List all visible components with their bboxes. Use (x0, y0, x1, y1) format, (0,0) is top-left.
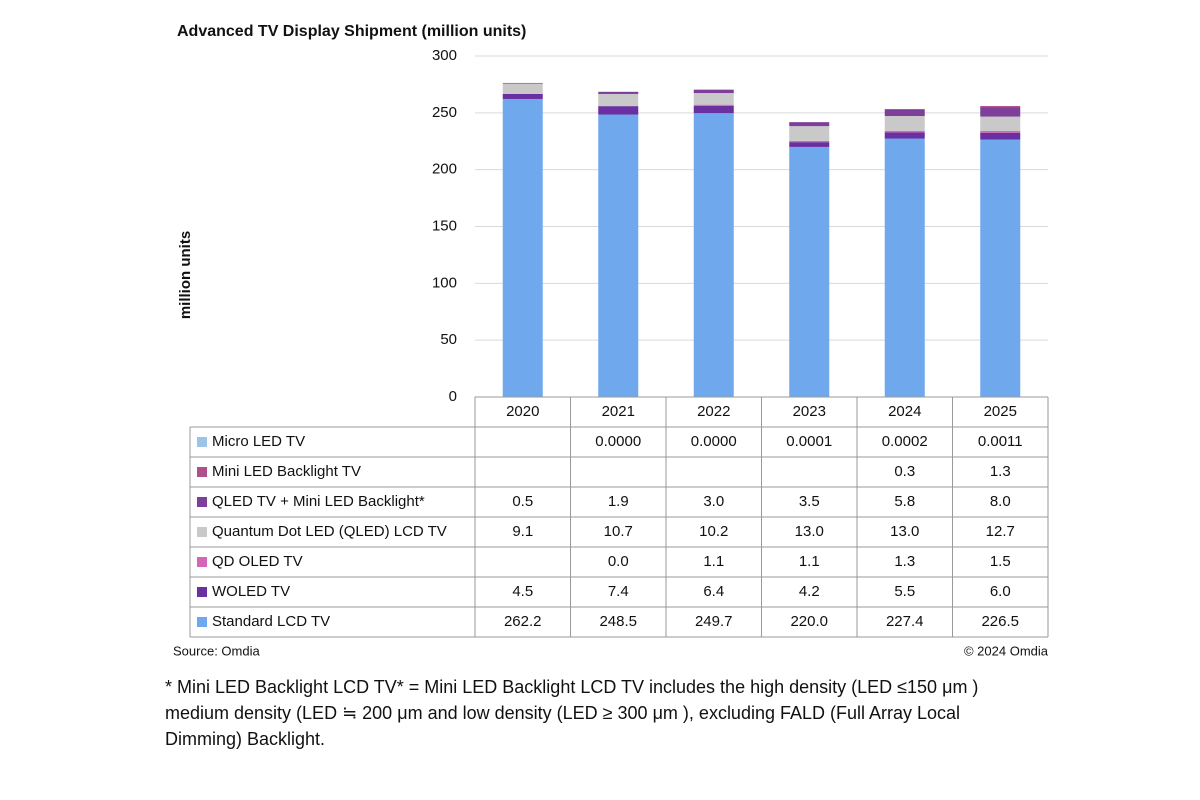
table-cell: 10.2 (699, 523, 728, 540)
legend-swatch (197, 617, 207, 627)
bar-segment (502, 83, 543, 94)
table-cell: 4.5 (512, 583, 533, 600)
bar-segment (884, 132, 925, 139)
legend-label: Micro LED TV (212, 433, 305, 450)
y-tick-label: 300 (432, 47, 457, 64)
table-cell: 0.5 (512, 493, 533, 510)
y-tick-label: 50 (440, 331, 457, 348)
source: Source: Omdia (173, 643, 260, 658)
table-cell: 8.0 (990, 493, 1011, 510)
bar-segment (693, 93, 734, 105)
table-cell: 1.5 (990, 553, 1011, 570)
bar-segment (598, 106, 639, 115)
bar-segment (789, 142, 830, 147)
table-cell: 262.2 (504, 613, 542, 630)
legend-swatch (197, 437, 207, 447)
bar-segment (884, 130, 925, 133)
x-tick-label: 2023 (793, 403, 826, 420)
table-cell: 3.5 (799, 493, 820, 510)
bar-segment (502, 82, 543, 84)
bar-segment (980, 106, 1021, 108)
y-tick-label: 100 (432, 274, 457, 291)
bar-segment (598, 114, 639, 397)
table-cell: 10.7 (604, 523, 633, 540)
table-cell: 0.0001 (786, 433, 832, 450)
table-cell: 0.0 (608, 553, 629, 570)
chart-title: Advanced TV Display Shipment (million un… (177, 23, 526, 40)
y-tick-label: 250 (432, 104, 457, 121)
bar-segment (598, 91, 639, 94)
table-cell: 0.0000 (595, 433, 641, 450)
copyright: © 2024 Omdia (964, 643, 1049, 658)
legend-label: QLED TV + Mini LED Backlight* (212, 493, 425, 510)
legend-swatch (197, 557, 207, 567)
legend-swatch (197, 497, 207, 507)
table-cell: 226.5 (981, 613, 1019, 630)
footnote: * Mini LED Backlight LCD TV* = Mini LED … (165, 677, 979, 749)
table-cell: 5.8 (894, 493, 915, 510)
bar-segment (789, 146, 830, 397)
legend-swatch (197, 587, 207, 597)
bar-segment (693, 104, 734, 106)
bar-segment (980, 132, 1021, 140)
bar-segment (980, 139, 1021, 398)
table-cell: 1.1 (703, 553, 724, 570)
table-cell: 6.0 (990, 583, 1011, 600)
table-cell: 1.3 (894, 553, 915, 570)
y-axis-label: million units (177, 231, 194, 319)
bar-segment (980, 116, 1021, 132)
table-cell: 1.3 (990, 463, 1011, 480)
table-cell: 12.7 (986, 523, 1015, 540)
legend-label: WOLED TV (212, 583, 290, 600)
table-cell: 6.4 (703, 583, 724, 600)
table-cell: 0.0000 (691, 433, 737, 450)
y-tick-label: 0 (449, 388, 457, 405)
bar-segment (789, 140, 830, 143)
bar-segment (884, 109, 925, 117)
table-cell: 5.5 (894, 583, 915, 600)
legend-swatch (197, 467, 207, 477)
table-cell: 13.0 (795, 523, 824, 540)
x-tick-label: 2020 (506, 403, 539, 420)
y-tick-label: 150 (432, 217, 457, 234)
table-cell: 220.0 (790, 613, 828, 630)
table-cell: 7.4 (608, 583, 629, 600)
bar-segment (693, 89, 734, 94)
table-cell: 4.2 (799, 583, 820, 600)
bar-segment (502, 93, 543, 99)
legend-swatch (197, 527, 207, 537)
y-tick-label: 200 (432, 161, 457, 178)
table-cell: 9.1 (512, 523, 533, 540)
table-cell: 227.4 (886, 613, 924, 630)
table-cell: 1.1 (799, 553, 820, 570)
bar-segment (789, 126, 830, 141)
bar-segment (693, 113, 734, 398)
legend-label: Standard LCD TV (212, 613, 330, 630)
table-cell: 0.3 (894, 463, 915, 480)
x-tick-label: 2021 (602, 403, 635, 420)
bar-segment (980, 131, 1021, 133)
x-tick-label: 2024 (888, 403, 921, 420)
table-cell: 249.7 (695, 613, 733, 630)
table-cell: 248.5 (599, 613, 637, 630)
table-cell: 1.9 (608, 493, 629, 510)
bar-segment (884, 116, 925, 131)
table-cell: 3.0 (703, 493, 724, 510)
bar-segment (502, 98, 543, 397)
legend-label: Mini LED Backlight TV (212, 463, 361, 480)
bar-segment (980, 107, 1021, 117)
table-cell: 13.0 (890, 523, 919, 540)
bar-segment (693, 105, 734, 114)
table-cell: 0.0011 (978, 433, 1023, 450)
table-cell: 0.0002 (882, 433, 928, 450)
bar-segment (789, 122, 830, 127)
bar-segment (884, 138, 925, 397)
legend-label: Quantum Dot LED (QLED) LCD TV (212, 523, 447, 540)
x-tick-label: 2022 (697, 403, 730, 420)
bar-segment (598, 93, 639, 107)
legend-label: QD OLED TV (212, 553, 303, 570)
x-tick-label: 2025 (984, 403, 1017, 420)
